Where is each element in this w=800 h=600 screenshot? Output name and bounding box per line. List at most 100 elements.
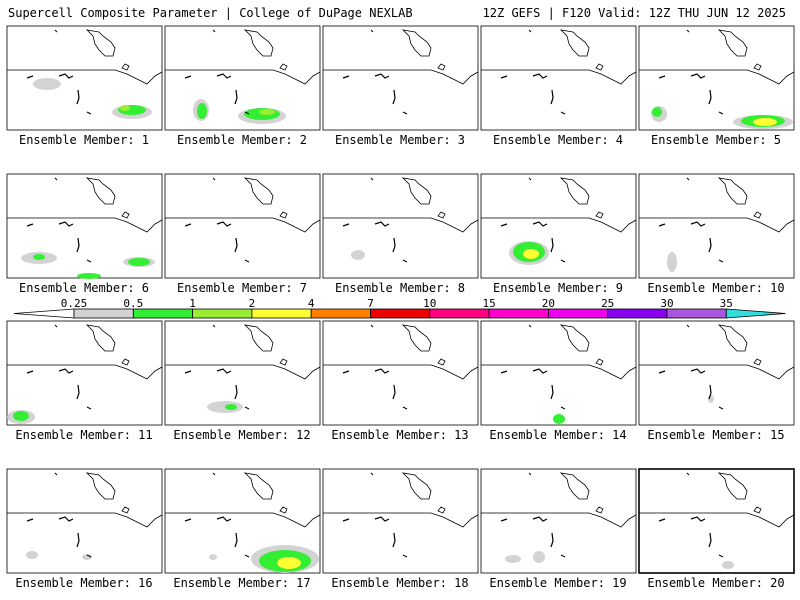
coast-fragment [184, 518, 192, 522]
coast-fragment [550, 532, 554, 548]
coast-fragment [718, 111, 724, 115]
map-panel [480, 320, 637, 426]
coast-fragment [528, 29, 532, 33]
map-panel [164, 173, 321, 279]
coast-fragment [550, 384, 554, 400]
island-outline [753, 63, 762, 71]
colorbar-tick-label: 4 [307, 297, 315, 310]
coast-fragment [708, 237, 712, 253]
coast-fragment [86, 554, 92, 558]
coast-fragment [58, 221, 74, 227]
map-panel [164, 320, 321, 426]
map-panel [638, 320, 795, 426]
island-outline [437, 63, 446, 71]
coast-fragment [244, 111, 250, 115]
coast-fragment [374, 368, 390, 374]
coast-fragment [26, 518, 34, 522]
coast-fragment [718, 554, 724, 558]
island-outline [437, 506, 446, 514]
coast-fragment [184, 370, 192, 374]
coast-fragment [342, 370, 350, 374]
colorbar-swatch [310, 308, 371, 319]
coastline [559, 324, 590, 352]
coastline [243, 29, 274, 57]
map-panel [480, 25, 637, 131]
panel-label: Ensemble Member: 2 [176, 133, 308, 147]
coastline [243, 324, 274, 352]
coast-fragment [54, 472, 58, 476]
coast-fragment [708, 384, 712, 400]
panel-label: Ensemble Member: 19 [489, 576, 627, 590]
coast-fragment [374, 73, 390, 79]
map-panel [480, 173, 637, 279]
coast-fragment [402, 111, 408, 115]
map-panel [322, 320, 479, 426]
border-line [165, 512, 321, 528]
map-panel [6, 25, 163, 131]
coast-fragment [690, 73, 706, 79]
coast-fragment [690, 221, 706, 227]
coast-fragment [216, 516, 232, 522]
coast-fragment [26, 223, 34, 227]
border-line [7, 217, 163, 233]
scp-shaded-area [209, 554, 217, 560]
panel-label: Ensemble Member: 6 [18, 281, 150, 295]
coast-fragment [370, 29, 374, 33]
island-outline [279, 358, 288, 366]
coast-fragment [532, 73, 548, 79]
scp-shaded-area [351, 250, 365, 260]
colorbar-tick-label: 1 [189, 297, 196, 310]
coast-fragment [370, 472, 374, 476]
map-panel [638, 173, 795, 279]
coast-fragment [690, 368, 706, 374]
border-line [481, 364, 637, 380]
colorbar-low-end [13, 308, 75, 319]
border-line [165, 69, 321, 85]
border-line [165, 364, 321, 380]
border-line [323, 69, 479, 85]
map-panel [638, 468, 795, 574]
colorbar-tick-label: 2 [248, 297, 256, 310]
colorbar-swatch [429, 308, 490, 319]
header-valid-time: 12Z GEFS | F120 Valid: 12Z THU JUN 12 20… [482, 6, 786, 20]
colorbar-swatch [370, 308, 431, 319]
panel-label: Ensemble Member: 10 [647, 281, 785, 295]
scp-shaded-area [652, 107, 662, 117]
coast-fragment [244, 259, 250, 263]
panel-label: Ensemble Member: 12 [173, 428, 311, 442]
scp-shaded-area [523, 249, 539, 259]
coastline [85, 324, 116, 352]
map-panel [322, 25, 479, 131]
colorbar-tick-label: 25 [601, 297, 615, 310]
coast-fragment [550, 237, 554, 253]
map-panel [322, 468, 479, 574]
border-line [639, 512, 795, 528]
border-line [639, 69, 795, 85]
coast-fragment [532, 368, 548, 374]
border-line [481, 217, 637, 233]
scp-shaded-area [33, 78, 61, 90]
scp-shaded-area [197, 103, 207, 119]
colorbar-swatch [666, 308, 727, 319]
island-outline [437, 211, 446, 219]
island-outline [279, 63, 288, 71]
coastline [717, 29, 748, 57]
colorbar-tick-label: 7 [367, 297, 374, 310]
panel-label: Ensemble Member: 15 [647, 428, 785, 442]
coast-fragment [370, 177, 374, 181]
coast-fragment [76, 237, 80, 253]
colorbar-swatch [192, 308, 253, 319]
island-outline [595, 358, 604, 366]
coast-fragment [212, 29, 216, 33]
panel-label: Ensemble Member: 17 [173, 576, 311, 590]
coast-fragment [342, 518, 350, 522]
coast-fragment [718, 259, 724, 263]
coast-fragment [76, 532, 80, 548]
coast-fragment [234, 237, 238, 253]
coast-fragment [58, 368, 74, 374]
island-outline [595, 211, 604, 219]
island-outline [753, 506, 762, 514]
border-line [323, 364, 479, 380]
colorbar-tick-label: 20 [541, 297, 556, 310]
